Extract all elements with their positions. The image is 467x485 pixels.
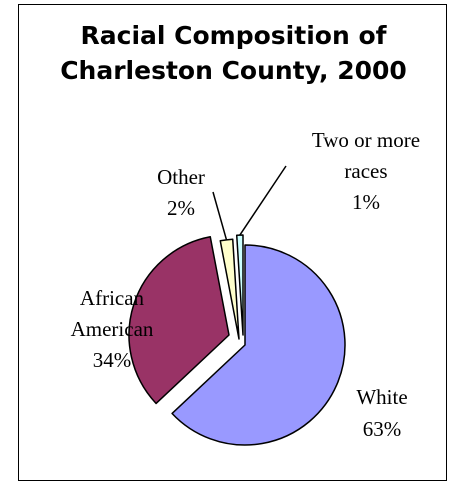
data-label-line: African bbox=[80, 286, 145, 310]
chart-title: Racial Composition of Charleston County,… bbox=[0, 18, 467, 88]
data-label-line: Two or more bbox=[312, 128, 420, 152]
pie-slice-white bbox=[171, 244, 346, 446]
data-label-white: White 63% bbox=[356, 385, 407, 441]
data-label-line: 2% bbox=[167, 196, 195, 220]
data-label-line: American bbox=[71, 317, 154, 341]
data-label-other: Other 2% bbox=[157, 165, 205, 220]
leader-line-other bbox=[212, 191, 228, 240]
chart-title-line-1: Racial Composition of bbox=[80, 21, 387, 50]
pie-slice-african-american bbox=[128, 236, 230, 405]
data-label-line: races bbox=[344, 159, 387, 183]
leader-line-two-or-more-races bbox=[239, 165, 287, 236]
data-label-line: 63% bbox=[363, 417, 402, 441]
data-label-line: White bbox=[356, 385, 407, 409]
data-label-line: Other bbox=[157, 165, 205, 189]
data-label-line: 34% bbox=[93, 348, 132, 372]
chart-title-line-2: Charleston County, 2000 bbox=[60, 56, 407, 85]
data-label-line: 1% bbox=[352, 190, 380, 214]
data-label-african-american: African American 34% bbox=[71, 286, 154, 372]
data-label-two-or-more-races: Two or more races 1% bbox=[312, 128, 420, 214]
